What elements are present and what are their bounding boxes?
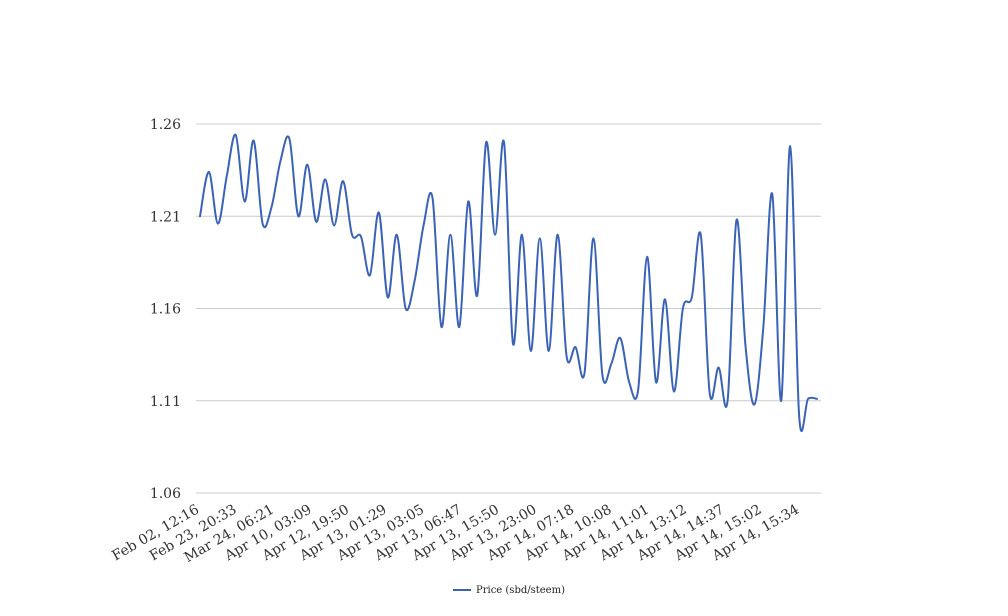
legend[interactable]: Price (sbd/steem) (453, 585, 565, 596)
y-tick-label: 1.16 (150, 302, 181, 318)
y-tick-label: 1.21 (150, 209, 181, 225)
grid-lines (196, 123, 821, 494)
y-axis-tick-labels: 1.06 1.11 1.16 1.21 1.26 (150, 117, 181, 502)
series-layer (199, 133, 818, 433)
series-line-price (199, 133, 818, 433)
y-tick-label: 1.11 (150, 394, 181, 410)
legend-label-price: Price (sbd/steem) (476, 585, 565, 596)
y-tick-label: 1.06 (150, 486, 181, 502)
y-tick-label: 1.26 (150, 117, 181, 133)
